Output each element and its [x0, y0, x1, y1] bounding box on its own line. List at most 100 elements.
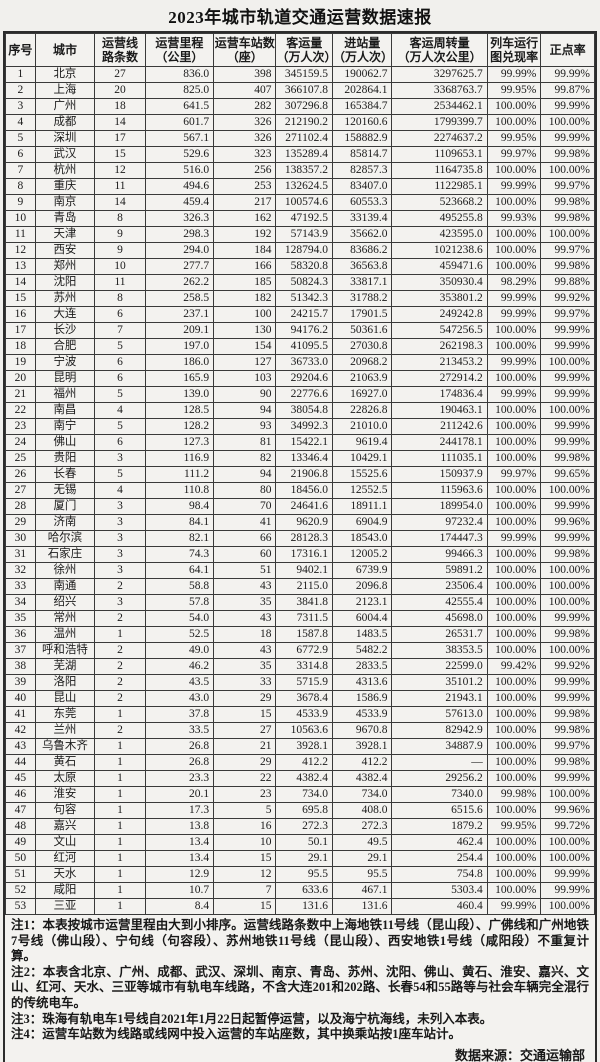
table-cell: 213453.2 [391, 354, 488, 371]
table-cell: 1 [94, 754, 146, 771]
table-cell: 217 [213, 194, 277, 211]
table-cell: 38054.8 [275, 402, 333, 419]
table-cell: 94 [213, 402, 277, 419]
table-cell: 2 [94, 690, 146, 707]
table-cell: 100.00% [540, 162, 595, 179]
table-cell: 1587.8 [275, 626, 333, 643]
table-cell: 6 [94, 306, 146, 323]
table-row: 25 贵阳 3 116.9 82 13346.4 10429.1 111035.1 100.00… [5, 450, 595, 467]
table-cell: 33139.4 [331, 210, 393, 227]
table-cell: 18456.0 [275, 482, 333, 499]
table-cell: 99.65% [540, 466, 595, 483]
table-cell: 15 [213, 850, 277, 867]
table-cell: 19 [5, 354, 36, 371]
table-cell: 43 [213, 578, 277, 595]
table-cell: 190463.1 [391, 402, 488, 419]
table-cell: 26531.7 [391, 626, 488, 643]
table-cell: 467.1 [331, 882, 393, 899]
table-cell: 4533.9 [275, 706, 333, 723]
table-cell: 23 [213, 786, 277, 803]
table-cell: 2115.0 [275, 578, 333, 595]
table-cell: 13.8 [144, 818, 215, 835]
table-cell: 189954.0 [391, 498, 488, 515]
table-cell: 3 [94, 546, 146, 563]
table-cell: 宁波 [34, 354, 96, 371]
table-cell: 5 [94, 418, 146, 435]
table-cell: 2833.5 [331, 658, 393, 675]
table-cell: 17 [5, 322, 36, 339]
table-cell: 100.00% [540, 578, 595, 595]
table-cell: 6739.9 [331, 562, 393, 579]
table-cell: 99.99% [540, 338, 595, 355]
table-cell: 547256.5 [391, 322, 488, 339]
table-cell: 18543.0 [331, 530, 393, 547]
table-cell: 99.99% [540, 66, 595, 83]
table-cell: 37 [5, 642, 36, 659]
table-cell: 22599.0 [391, 658, 488, 675]
table-cell: 49 [5, 834, 36, 851]
table-cell: 307296.8 [275, 98, 333, 115]
table-cell: 36 [5, 626, 36, 643]
table-cell: 99.99% [486, 178, 542, 195]
table-row: 16 大连 6 237.1 100 24215.7 17901.5 249242.8 99.99… [5, 306, 595, 323]
table-cell: 1 [94, 866, 146, 883]
table-cell: 99.98% [540, 722, 595, 739]
table-cell: 大连 [34, 306, 96, 323]
table-row: 14 沈阳 11 262.2 185 50824.3 33817.1 350930.4 98.2… [5, 274, 595, 291]
table-cell: 51 [5, 866, 36, 883]
table-cell: 99.99% [486, 306, 542, 323]
table-row: 35 常州 2 54.0 43 7311.5 6004.4 45698.0 100.00% 99.… [5, 610, 595, 627]
table-cell: 3314.8 [275, 658, 333, 675]
table-cell: 100.00% [540, 786, 595, 803]
table-cell: 100.00% [486, 322, 542, 339]
table-cell: 常州 [34, 610, 96, 627]
table-cell: 100.00% [540, 642, 595, 659]
table-cell: 100.00% [486, 402, 542, 419]
table-cell: 523668.2 [391, 194, 488, 211]
table-cell: 18 [213, 626, 277, 643]
column-header: 运营里程 （公里） [144, 33, 215, 67]
table-cell: 99.99% [540, 690, 595, 707]
table-cell: 99.88% [540, 274, 595, 291]
table-cell: 494.6 [144, 178, 215, 195]
table-cell: 3 [94, 498, 146, 515]
table-cell: 昆山 [34, 690, 96, 707]
table-cell: 呼和浩特 [34, 642, 96, 659]
table-cell: 459471.6 [391, 258, 488, 275]
table-cell: 1 [94, 898, 146, 915]
table-body: 1 北京 27 836.0 398 345159.5 190062.7 3297625.7 99… [5, 66, 595, 915]
table-row: 1 北京 27 836.0 398 345159.5 190062.7 3297625.7 99… [5, 66, 595, 83]
table-frame: 序号 城市 运营线 路条数 运营里程 （公里） 运营车站数 （座） 客运量 （万人次） 进站… [3, 31, 597, 1062]
table-row: 48 嘉兴 1 13.8 16 272.3 272.3 1879.2 99.95% 99.72% [5, 818, 595, 835]
table-cell: 47192.5 [275, 210, 333, 227]
table-cell: 1 [94, 738, 146, 755]
table-cell: 石家庄 [34, 546, 96, 563]
table-cell: 100.00% [486, 642, 542, 659]
table-cell: 10 [213, 834, 277, 851]
table-cell: 84.1 [144, 514, 215, 531]
table-cell: 9 [5, 194, 36, 211]
table-cell: 咸阳 [34, 882, 96, 899]
table-cell: 2 [5, 82, 36, 99]
table-cell: 文山 [34, 834, 96, 851]
table-cell: 青岛 [34, 210, 96, 227]
column-header: 序号 [5, 33, 36, 67]
table-row: 34 绍兴 3 57.8 35 3841.8 2123.1 42555.4 100.00% 100… [5, 594, 595, 611]
table-cell: 99.99% [540, 418, 595, 435]
table-cell: 6 [94, 370, 146, 387]
table-cell: 长春 [34, 466, 96, 483]
table-cell: 绍兴 [34, 594, 96, 611]
table-cell: 7 [213, 882, 277, 899]
table-row: 4 成都 14 601.7 326 212190.2 120160.6 1799399.7 10… [5, 114, 595, 131]
table-cell: 3928.1 [275, 738, 333, 755]
table-cell: 99.96% [540, 802, 595, 819]
table-cell: 100.00% [486, 338, 542, 355]
table-cell: 100.00% [486, 514, 542, 531]
table-cell: 北京 [34, 66, 96, 83]
table-cell: 110.8 [144, 482, 215, 499]
table-row: 38 芜湖 2 46.2 35 3314.8 2833.5 22599.0 99.42% 99.9… [5, 658, 595, 675]
table-cell: 98.4 [144, 498, 215, 515]
table-row: 50 红河 1 13.4 15 29.1 29.1 254.4 100.00% 100.00% [5, 850, 595, 867]
table-row: 21 福州 5 139.0 90 22776.6 16927.0 174836.4 99.99%… [5, 386, 595, 403]
